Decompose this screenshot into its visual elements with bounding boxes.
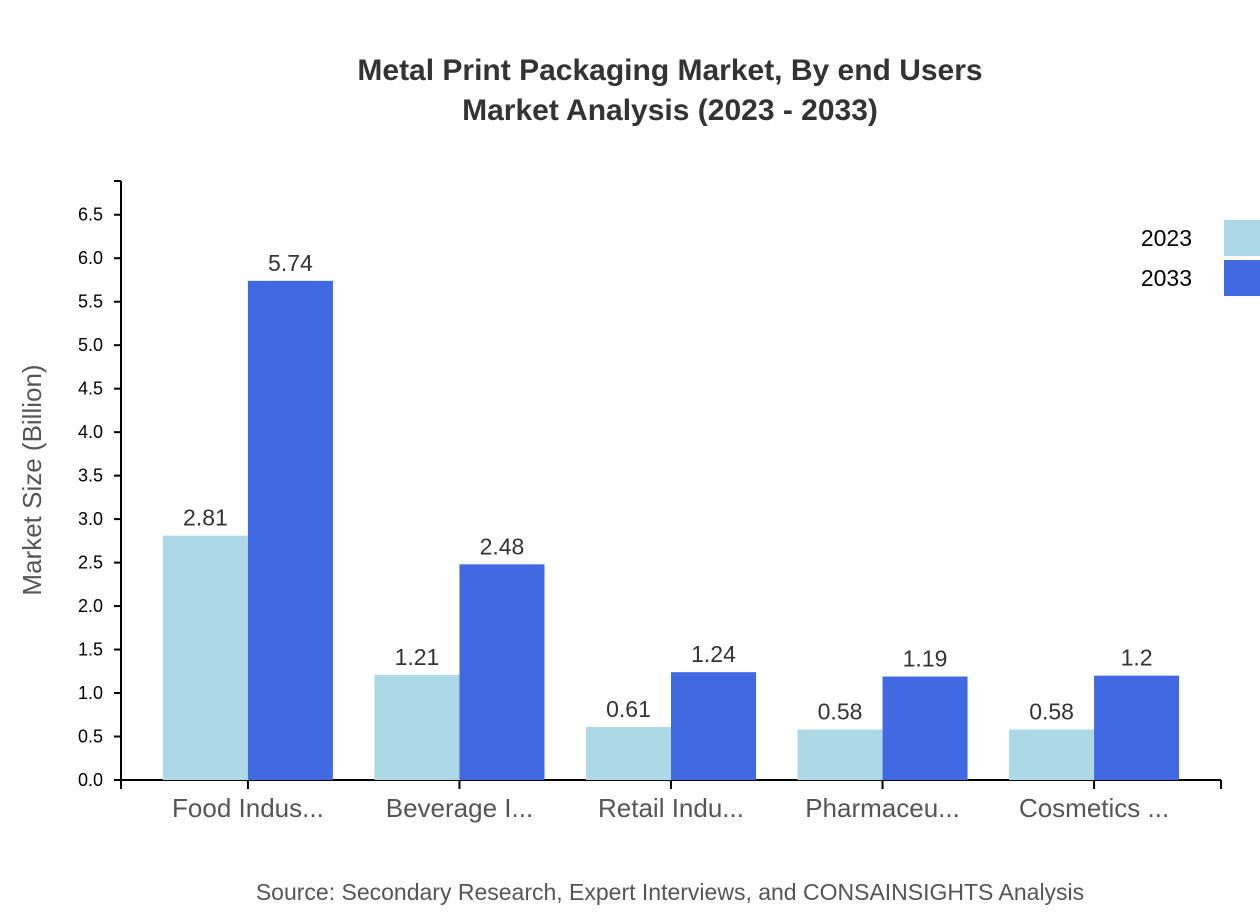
y-tick-label: 5.5	[78, 292, 103, 312]
source-note: Source: Secondary Research, Expert Inter…	[256, 879, 1084, 905]
legend-swatch-2023	[1224, 220, 1260, 256]
data-label: 0.61	[606, 696, 651, 722]
chart-subtitle: Market Analysis (2023 - 2033)	[462, 94, 878, 127]
legend-label: 2033	[1141, 265, 1192, 291]
data-label: 1.2	[1121, 645, 1153, 671]
bar-2023	[797, 729, 883, 780]
data-label: 2.81	[183, 505, 228, 531]
y-tick-label: 1.0	[78, 683, 103, 703]
y-tick-label: 1.5	[78, 640, 103, 660]
chart-title: Metal Print Packaging Market, By end Use…	[357, 54, 982, 87]
bar-2033	[247, 280, 333, 780]
y-tick-label: 6.0	[78, 248, 103, 268]
bar-2033	[882, 676, 968, 780]
x-tick-label: Food Indus...	[172, 793, 324, 823]
bar-2023	[586, 726, 671, 780]
y-tick-label: 0.0	[78, 770, 103, 790]
y-tick-label: 3.5	[78, 466, 103, 486]
data-label: 2.48	[480, 533, 525, 559]
bar-2033	[1094, 675, 1180, 780]
bar-2023	[162, 535, 248, 780]
y-tick-label: 6.5	[78, 205, 103, 225]
data-label: 5.74	[268, 250, 313, 276]
x-tick-label: Pharmaceu...	[805, 793, 960, 823]
y-tick-label: 4.5	[78, 379, 103, 399]
x-tick-label: Cosmetics ...	[1019, 793, 1169, 823]
data-label: 1.19	[903, 646, 948, 672]
data-label: 0.58	[1029, 699, 1074, 725]
bar-2033	[671, 672, 756, 780]
data-label: 1.21	[395, 644, 440, 670]
legend-swatch-2033	[1224, 260, 1260, 296]
legend-label: 2023	[1141, 225, 1192, 251]
y-tick-label: 3.0	[78, 509, 103, 529]
x-tick-label: Beverage I...	[386, 793, 533, 823]
data-label: 1.24	[691, 641, 736, 667]
y-tick-label: 4.0	[78, 422, 103, 442]
y-tick-label: 2.0	[78, 596, 103, 616]
y-tick-label: 2.5	[78, 553, 103, 573]
y-tick-label: 5.0	[78, 335, 103, 355]
data-label: 0.58	[818, 699, 863, 725]
bar-2023	[374, 674, 460, 780]
y-tick-label: 0.5	[78, 727, 103, 747]
y-axis-label: Market Size (Billion)	[17, 364, 47, 595]
bar-2023	[1009, 729, 1095, 780]
x-tick-label: Retail Indu...	[598, 793, 744, 823]
bar-2033	[459, 564, 545, 780]
